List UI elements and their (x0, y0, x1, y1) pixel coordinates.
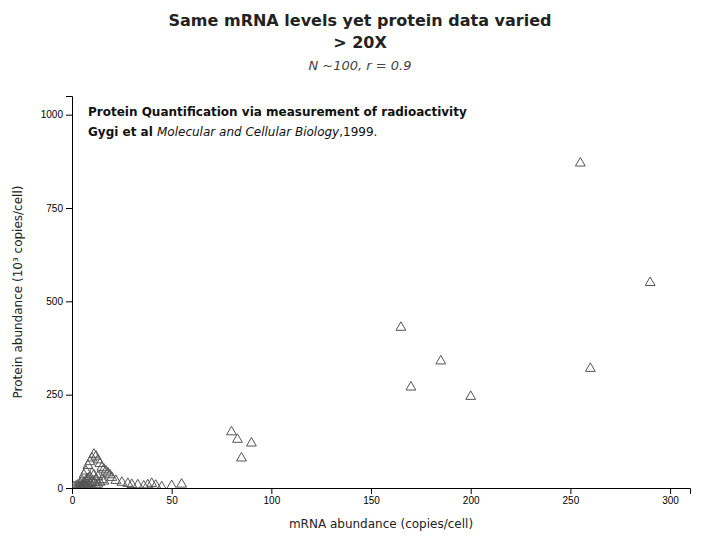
x-tick: 150 (363, 488, 380, 506)
point (575, 158, 585, 167)
y-tick: 250 (46, 389, 72, 400)
x-tick-mark (570, 488, 571, 494)
x-tick: 300 (662, 488, 679, 506)
point (406, 382, 416, 391)
x-tick: 0 (70, 488, 76, 506)
x-tick-mark (670, 488, 671, 494)
annotation-part: Molecular and Cellular Biology (157, 125, 340, 139)
y-tick-mark (66, 395, 72, 396)
chart: Same mRNA levels yet protein data varied… (0, 0, 720, 540)
y-tick: 1000 (41, 109, 72, 120)
y-tick: 500 (46, 296, 72, 307)
y-tick-mark (66, 115, 72, 116)
point (436, 355, 446, 364)
x-tick-label: 150 (363, 495, 380, 506)
point (396, 322, 406, 331)
y-tick-mark (66, 208, 72, 209)
x-tick-mark (172, 488, 173, 494)
point (157, 481, 167, 488)
y-tick-label: 0 (57, 483, 63, 494)
annotation: Gygi et al Molecular and Cellular Biolog… (88, 125, 377, 139)
x-tick: 50 (167, 488, 179, 506)
point (233, 434, 243, 443)
y-tick-label: 500 (46, 296, 63, 307)
point (237, 452, 247, 461)
x-tick-label: 200 (463, 495, 480, 506)
point (466, 391, 476, 400)
subtitle: N ~100, r = 0.9 (308, 58, 411, 73)
point (645, 277, 655, 286)
x-tick-label: 250 (563, 495, 580, 506)
y-tick: 0 (57, 483, 72, 494)
x-tick-label: 50 (167, 495, 179, 506)
x-axis-title: mRNA abundance (copies/cell) (289, 517, 473, 531)
point (177, 479, 187, 488)
x-tick-label: 300 (662, 495, 679, 506)
annotation-part: Gygi et al (88, 125, 157, 139)
x-tick-label: 100 (264, 495, 281, 506)
x-tick-mark (371, 488, 372, 494)
point (117, 477, 127, 486)
point (151, 480, 161, 488)
plot: 0 50 100 150 200 250 300 0 250 500 750 1000 mRNA abu… (11, 97, 691, 532)
point (133, 479, 143, 488)
point (585, 363, 595, 372)
x-tick-label: 0 (70, 495, 76, 506)
x-axis: 0 50 100 150 200 250 300 (70, 488, 691, 506)
y-tick: 750 (46, 203, 72, 214)
y-tick-label: 1000 (41, 109, 64, 120)
points (72, 158, 655, 488)
annotation-part: ,1999. (339, 125, 377, 139)
point (167, 480, 177, 488)
y-axis: 0 250 500 750 1000 (41, 97, 73, 494)
x-tick-mark (271, 488, 272, 494)
x-tick: 250 (563, 488, 580, 506)
point (147, 478, 157, 487)
point (246, 438, 256, 447)
x-axis-line (73, 489, 691, 495)
y-tick-mark (66, 488, 72, 489)
point (227, 426, 237, 435)
y-tick-label: 250 (46, 389, 63, 400)
title: > 20X (333, 33, 387, 52)
x-tick-mark (471, 488, 472, 494)
x-tick: 200 (463, 488, 480, 506)
y-tick-label: 750 (46, 203, 63, 214)
y-axis-line (66, 97, 73, 489)
annotation: Protein Quantification via measurement o… (88, 105, 467, 119)
y-axis-title: Protein abundance (10³ copies/cell) (11, 186, 25, 399)
x-tick: 100 (264, 488, 281, 506)
title: Same mRNA levels yet protein data varied (169, 11, 552, 30)
y-tick-mark (66, 301, 72, 302)
